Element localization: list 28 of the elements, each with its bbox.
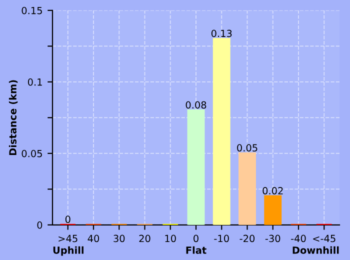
x-tick-label: 40: [88, 234, 100, 242]
x-tick-label: <-45: [313, 234, 336, 242]
x-tick-label: 10: [165, 234, 176, 242]
y-axis-title: Distance (km): [8, 80, 18, 156]
y-tick-label: 0.1: [28, 78, 42, 86]
bar: [212, 38, 230, 225]
x-tick-label: >45: [58, 234, 78, 242]
x-tick-label: -40: [291, 234, 306, 242]
x-tick-label: 20: [139, 234, 150, 242]
text: Uphill: [53, 246, 84, 256]
data-label: 0.05: [237, 144, 258, 152]
data-label: 0.02: [262, 187, 283, 194]
x-tick-label: -10: [214, 234, 229, 242]
x-tick-label: -30: [265, 234, 280, 242]
data-label: 0.13: [211, 30, 232, 38]
y-tick-label: 0.05: [22, 150, 42, 158]
data-label: 0: [65, 216, 70, 224]
x-tick-label: -20: [240, 234, 255, 242]
text: Flat: [186, 246, 206, 254]
x-tick-label: 0: [194, 234, 198, 242]
bar: [238, 152, 256, 225]
data-label: 0.08: [186, 101, 206, 109]
y-tick-label: 0.15: [22, 6, 42, 14]
bar: [264, 195, 282, 225]
x-tick-label: 30: [114, 234, 125, 242]
bar: [187, 109, 205, 225]
y-tick-label: 0: [37, 221, 42, 229]
text: Downhill: [292, 246, 339, 254]
